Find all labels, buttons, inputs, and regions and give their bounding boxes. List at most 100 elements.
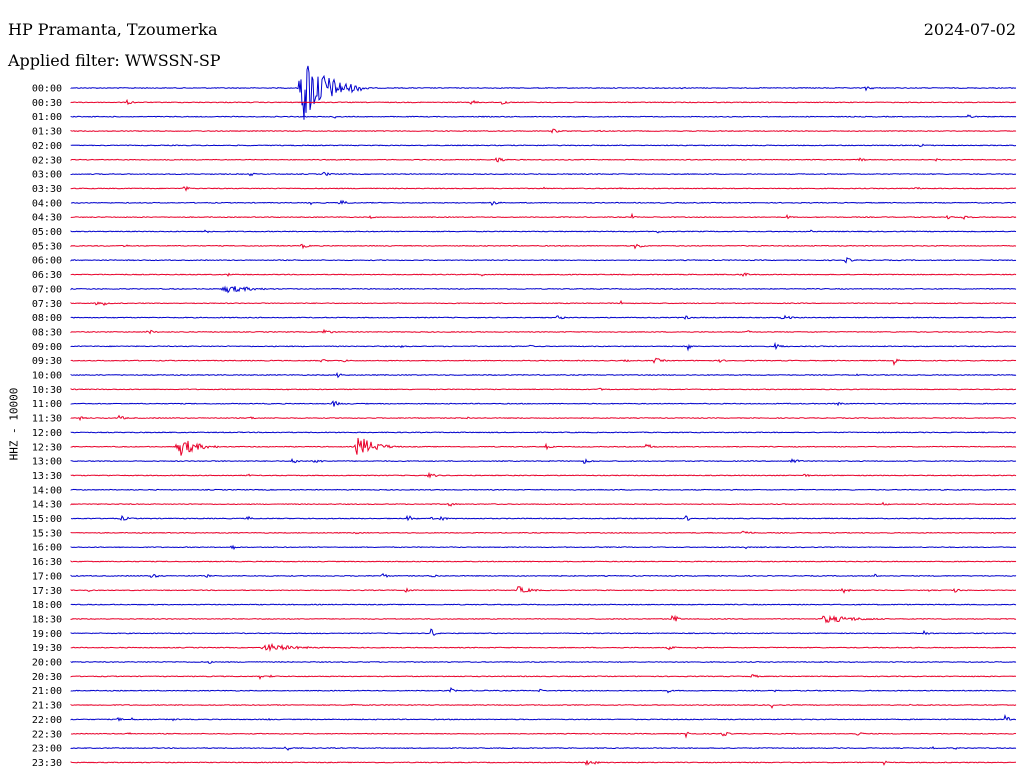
time-tick-label: 19:00 [32, 629, 62, 640]
time-tick-label: 22:00 [32, 715, 62, 726]
trace-line [70, 328, 1017, 335]
time-tick-label: 07:00 [32, 284, 62, 295]
time-tick-label: 08:00 [32, 313, 62, 324]
time-tick-label: 13:30 [32, 471, 62, 482]
trace-line [70, 586, 1017, 594]
time-tick-label: 06:30 [32, 270, 62, 281]
time-tick-label: 20:30 [32, 672, 62, 683]
trace-line [70, 674, 1016, 681]
trace-line [70, 357, 1017, 366]
trace-line [70, 687, 1017, 694]
trace-line [70, 157, 1017, 163]
trace-line [70, 760, 1016, 766]
time-tick-label: 12:00 [32, 428, 62, 439]
time-tick-label: 01:00 [32, 112, 62, 123]
time-tick-label: 15:30 [32, 528, 62, 539]
trace-line [70, 471, 1017, 479]
time-tick-label: 14:30 [32, 500, 62, 511]
trace-line [70, 703, 1017, 709]
trace-line [70, 488, 1017, 491]
time-tick-label: 03:30 [32, 184, 62, 195]
trace-line [70, 229, 1017, 234]
time-tick-label: 08:30 [32, 327, 62, 338]
station-title: HP Pramanta, Tzoumerka [8, 20, 218, 39]
trace-line [70, 628, 1017, 637]
time-tick-label: 21:30 [32, 701, 62, 712]
trace-line [70, 387, 1017, 391]
applied-filter-label: Applied filter: WWSSN-SP [8, 51, 221, 70]
trace-line [70, 614, 1017, 624]
time-tick-label: 11:30 [32, 414, 62, 425]
trace-line [70, 572, 1017, 579]
trace-line [70, 128, 1017, 134]
trace-line [70, 65, 1017, 120]
time-tick-label: 01:30 [32, 127, 62, 138]
time-tick-label: 20:00 [32, 658, 62, 669]
time-tick-label: 15:00 [32, 514, 62, 525]
time-tick-label: 16:30 [32, 557, 62, 568]
trace-line [70, 114, 1017, 119]
time-tick-label: 17:30 [32, 586, 62, 597]
trace-line [70, 530, 1016, 535]
trace-line [70, 642, 1017, 652]
time-tick-label: 23:30 [32, 758, 62, 769]
time-tick-label: 09:30 [32, 356, 62, 367]
time-tick-label: 03:00 [32, 170, 62, 181]
trace-line [70, 501, 1016, 507]
time-tick-label: 00:30 [32, 98, 62, 109]
trace-line [70, 341, 1017, 352]
time-tick-label: 04:30 [32, 213, 62, 224]
time-tick-label: 09:00 [32, 342, 62, 353]
trace-line [70, 603, 1017, 606]
time-tick-label: 13:00 [32, 457, 62, 468]
time-tick-label: 12:30 [32, 442, 62, 453]
time-tick-label: 10:00 [32, 371, 62, 382]
trace-line [70, 257, 1017, 264]
trace-line [70, 560, 1017, 563]
time-tick-label: 17:00 [32, 571, 62, 582]
trace-line [70, 185, 1016, 192]
trace-line [70, 457, 1017, 464]
trace-line [70, 212, 1017, 221]
trace-line [70, 731, 1017, 739]
trace-line [70, 745, 1017, 751]
trace-line [70, 285, 1017, 294]
trace-line [70, 243, 1017, 250]
time-tick-label: 05:00 [32, 227, 62, 238]
trace-line [70, 98, 1017, 106]
time-tick-label: 18:00 [32, 600, 62, 611]
record-date: 2024-07-02 [923, 20, 1016, 39]
trace-line [70, 171, 1017, 177]
trace-line [70, 437, 1017, 456]
time-tick-label: 19:30 [32, 643, 62, 654]
trace-line [70, 544, 1017, 551]
time-tick-label: 18:30 [32, 614, 62, 625]
trace-line [70, 299, 1016, 307]
time-tick-label: 05:30 [32, 241, 62, 252]
trace-line [70, 199, 1017, 206]
time-tick-label: 00:00 [32, 84, 62, 95]
time-tick-label: 02:30 [32, 155, 62, 166]
time-tick-label: 07:30 [32, 299, 62, 310]
trace-line [70, 713, 1016, 722]
time-tick-label: 02:00 [32, 141, 62, 152]
trace-line [70, 372, 1017, 379]
time-tick-label: 14:00 [32, 485, 62, 496]
time-tick-label: 23:00 [32, 744, 62, 755]
time-tick-label: 06:00 [32, 256, 62, 267]
time-tick-label: 21:00 [32, 686, 62, 697]
trace-line [70, 400, 1017, 407]
time-tick-label: 10:30 [32, 385, 62, 396]
trace-line [70, 143, 1017, 148]
trace-line [70, 414, 1017, 422]
trace-line [70, 314, 1017, 320]
trace-line [70, 514, 1017, 522]
time-tick-label: 04:00 [32, 198, 62, 209]
trace-line [70, 431, 1017, 434]
time-tick-label: 22:30 [32, 729, 62, 740]
time-tick-label: 11:00 [32, 399, 62, 410]
trace-line [70, 660, 1017, 664]
time-tick-label: 16:00 [32, 543, 62, 554]
trace-line [70, 272, 1017, 277]
